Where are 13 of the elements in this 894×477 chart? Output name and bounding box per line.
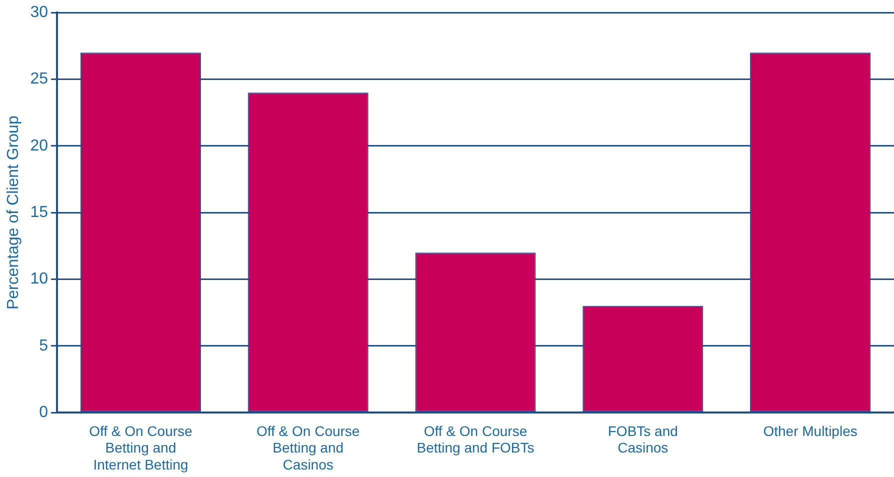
y-tick-label: 15 (30, 204, 48, 222)
y-axis-title: Percentage of Client Group (5, 116, 22, 310)
y-tick-label: 30 (30, 4, 48, 22)
x-tick-label: FOBTs and Casinos (608, 422, 678, 456)
x-tick-label: Off & On Course Betting and Internet Betting (89, 422, 193, 472)
x-tick-label: Off & On Course Betting and Casinos (256, 422, 360, 472)
y-tick-label: 25 (30, 70, 48, 88)
x-tick-label: Off & On Course Betting and FOBTs (416, 422, 534, 456)
y-tick-label: 20 (30, 137, 48, 154)
y-tick-label: 5 (39, 337, 48, 354)
y-tick-label: 10 (30, 270, 48, 288)
y-tick-label: 0 (39, 404, 48, 422)
x-tick-label: Other Multiples (763, 422, 858, 439)
